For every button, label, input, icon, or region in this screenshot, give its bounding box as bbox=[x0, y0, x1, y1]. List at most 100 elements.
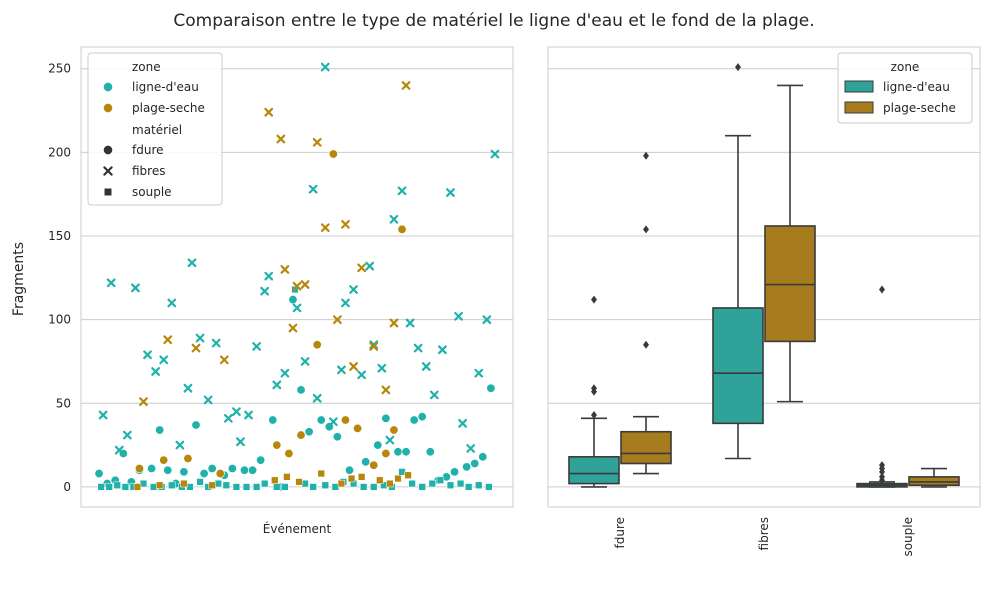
box-marks bbox=[568, 63, 960, 488]
scatter-point bbox=[300, 357, 310, 366]
scatter-point bbox=[389, 214, 399, 224]
scatter-point bbox=[332, 432, 342, 442]
scatter-point bbox=[98, 410, 108, 420]
scatter-point bbox=[163, 335, 173, 345]
legend-swatch bbox=[844, 101, 874, 114]
legend-swatch bbox=[844, 80, 874, 93]
legend-marker bbox=[103, 82, 113, 92]
outlier bbox=[879, 461, 885, 470]
scatter-point bbox=[331, 483, 340, 491]
box-souple-ligne-d-eau bbox=[856, 285, 908, 488]
scatter-point bbox=[328, 417, 338, 427]
scatter-point bbox=[357, 473, 366, 481]
scatter-point bbox=[222, 481, 230, 489]
scatter-point bbox=[458, 418, 468, 428]
scatter-point bbox=[340, 415, 350, 425]
scatter-point bbox=[122, 430, 132, 440]
legend-label: plage-seche bbox=[132, 101, 205, 115]
scatter-point bbox=[195, 333, 205, 343]
legend-marker bbox=[104, 188, 112, 196]
scatter-point bbox=[393, 447, 403, 457]
scatter-point bbox=[207, 464, 217, 474]
scatter-point bbox=[272, 380, 282, 390]
box bbox=[908, 476, 960, 487]
scatter-point bbox=[288, 295, 298, 305]
legend-marker bbox=[103, 145, 113, 155]
outlier bbox=[643, 225, 649, 234]
scatter-point bbox=[369, 340, 379, 350]
box-fdure-plage-seche bbox=[620, 151, 672, 475]
scatter-point bbox=[478, 452, 488, 462]
scatter-point bbox=[114, 445, 124, 455]
scatter-point bbox=[425, 447, 435, 457]
scatter-point bbox=[97, 483, 105, 491]
scatter-point bbox=[345, 465, 355, 475]
scatter-point bbox=[203, 395, 213, 405]
scatter-point bbox=[450, 467, 460, 477]
scatter-point bbox=[187, 258, 197, 268]
scatter-point bbox=[474, 368, 484, 378]
scatter-point bbox=[369, 342, 379, 351]
y-tick-label: 150 bbox=[48, 229, 71, 243]
scatter-point bbox=[232, 483, 241, 491]
scatter-point bbox=[413, 343, 423, 353]
scatter-point bbox=[288, 323, 298, 333]
outlier bbox=[643, 151, 649, 160]
scatter-point bbox=[264, 271, 274, 281]
legend-label: ligne-d'eau bbox=[132, 80, 199, 94]
scatter-point bbox=[242, 483, 251, 491]
scatter-point bbox=[370, 483, 378, 491]
scatter-point bbox=[347, 474, 356, 483]
scatter-point bbox=[421, 362, 431, 371]
scatter-point bbox=[397, 224, 407, 234]
scatter-point bbox=[397, 186, 407, 196]
scatter-point bbox=[280, 265, 290, 274]
scatter-point bbox=[485, 483, 493, 491]
scatter-point bbox=[466, 444, 476, 453]
scatter-point bbox=[211, 338, 221, 348]
scatter-point bbox=[456, 479, 465, 488]
scatter-point bbox=[357, 370, 367, 380]
box-grid bbox=[548, 68, 980, 488]
outlier bbox=[735, 63, 741, 72]
scatter-point bbox=[401, 81, 411, 90]
box bbox=[712, 307, 764, 425]
scatter-point bbox=[268, 415, 278, 425]
scatter-point bbox=[223, 413, 233, 423]
scatter-point bbox=[292, 303, 302, 313]
box-souple-plage-seche bbox=[908, 467, 960, 488]
scatter-point bbox=[320, 223, 330, 233]
box-panel-frame bbox=[547, 46, 981, 508]
scatter-point bbox=[337, 479, 346, 488]
scatter-point bbox=[385, 435, 395, 445]
scatter-point bbox=[312, 393, 322, 403]
scatter-point bbox=[349, 362, 358, 371]
scatter-point bbox=[376, 476, 384, 484]
box-fdure-ligne-d-eau bbox=[568, 295, 620, 488]
scatter-point bbox=[191, 420, 201, 430]
scatter-point bbox=[328, 149, 338, 159]
scatter-panel: 0 50 100 150 200 250 Événement zone ligne-d'ea… bbox=[48, 46, 514, 536]
scatter-point bbox=[94, 469, 104, 479]
scatter-point bbox=[369, 460, 379, 470]
scatter-point bbox=[312, 340, 322, 350]
legend-label: fdure bbox=[132, 143, 164, 157]
scatter-point bbox=[260, 286, 270, 296]
figure-title: Comparaison entre le type de matériel le… bbox=[173, 11, 814, 31]
scatter-point bbox=[215, 469, 225, 479]
scatter-point bbox=[341, 298, 350, 308]
scatter-point bbox=[227, 464, 237, 474]
scatter-point bbox=[121, 483, 129, 491]
scatter-point bbox=[316, 415, 326, 425]
legend-label: souple bbox=[132, 185, 172, 199]
scatter-point bbox=[232, 407, 241, 417]
scatter-point bbox=[139, 479, 148, 488]
scatter-point bbox=[389, 425, 399, 435]
y-axis-label: Fragments bbox=[11, 242, 27, 316]
scatter-point bbox=[284, 448, 294, 458]
scatter-point bbox=[429, 390, 439, 400]
scatter-point bbox=[386, 479, 394, 488]
scatter-point bbox=[438, 345, 447, 355]
scatter-point bbox=[167, 298, 177, 308]
outlier bbox=[643, 340, 649, 349]
